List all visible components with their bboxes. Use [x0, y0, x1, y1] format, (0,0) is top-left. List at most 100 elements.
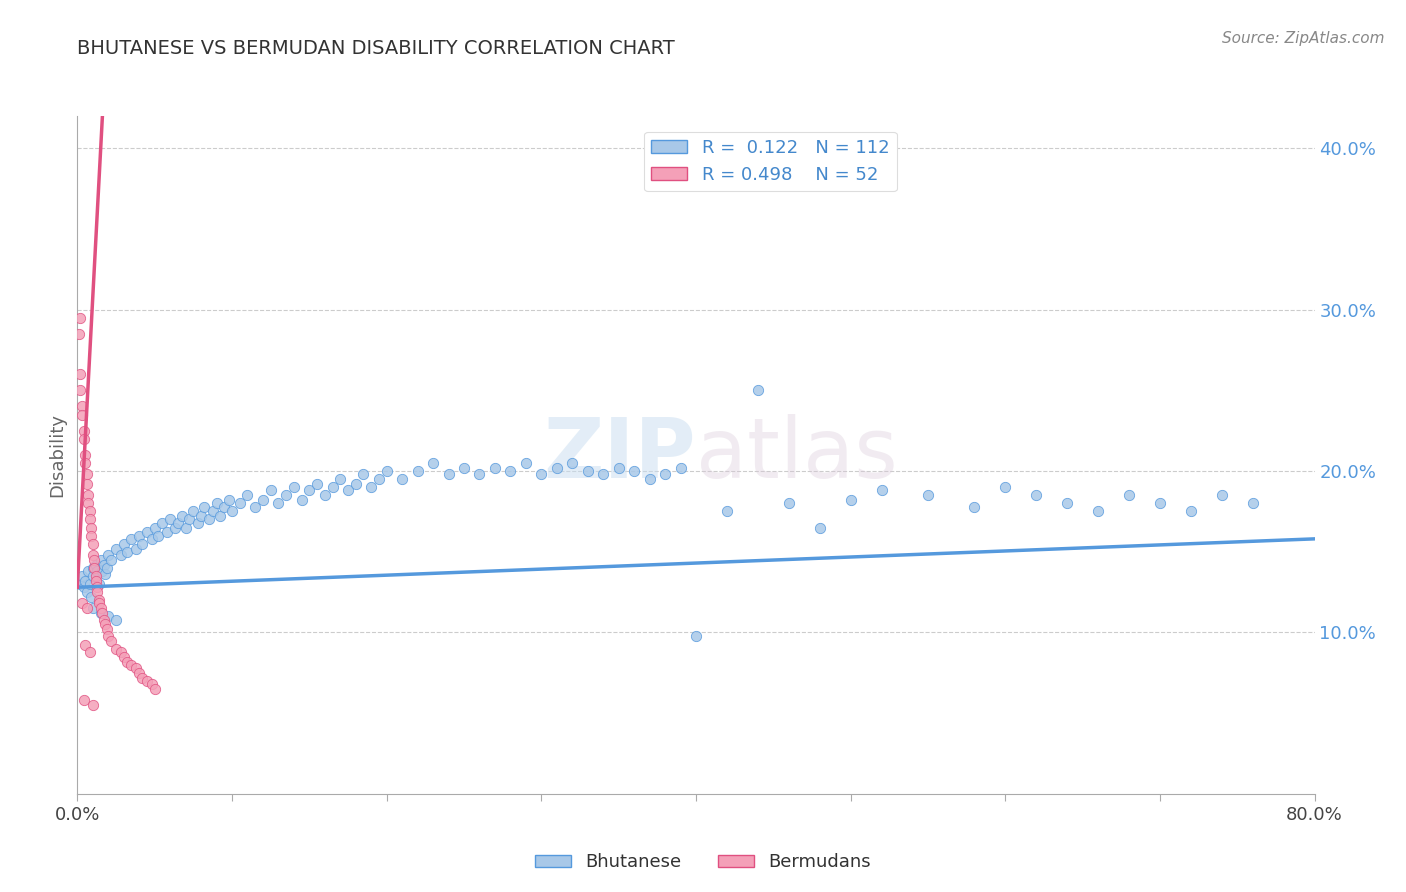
Point [156, 525, 179, 540]
Point [93, 558, 115, 572]
Point [84, 574, 107, 588]
Point [917, 488, 939, 502]
Point [236, 488, 259, 502]
Point [360, 480, 382, 494]
Point [121, 532, 143, 546]
Point [80, 528, 103, 542]
Point [229, 496, 252, 510]
Point [70, 408, 93, 422]
Point [76, 477, 98, 491]
Point [112, 537, 135, 551]
Point [79, 645, 101, 659]
Point [110, 645, 132, 659]
Point [267, 496, 290, 510]
Point [84, 569, 107, 583]
Point [177, 512, 200, 526]
Text: atlas: atlas [696, 415, 897, 495]
Point [322, 480, 344, 494]
Point [90, 601, 112, 615]
Point [1025, 488, 1047, 502]
Point [76, 467, 98, 482]
Point [125, 541, 148, 556]
Point [70, 569, 93, 583]
Point [344, 477, 367, 491]
Point [82, 548, 104, 562]
Point [70, 400, 93, 414]
Point [515, 456, 537, 470]
Point [172, 509, 194, 524]
Point [623, 464, 645, 478]
Point [79, 504, 101, 518]
Point [218, 493, 240, 508]
Point [298, 483, 321, 498]
Point [152, 516, 174, 530]
Point [72, 580, 94, 594]
Text: BHUTANESE VS BERMUDAN DISABILITY CORRELATION CHART: BHUTANESE VS BERMUDAN DISABILITY CORRELA… [77, 39, 675, 58]
Point [97, 609, 120, 624]
Point [79, 512, 101, 526]
Legend: R =  0.122   N = 112, R = 0.498    N = 52: R = 0.122 N = 112, R = 0.498 N = 52 [644, 132, 897, 191]
Point [80, 520, 103, 534]
Point [112, 649, 135, 664]
Point [141, 532, 163, 546]
Point [82, 698, 104, 712]
Point [607, 460, 630, 475]
Point [453, 460, 475, 475]
Point [391, 472, 413, 486]
Point [96, 622, 118, 636]
Point [716, 504, 738, 518]
Point [75, 448, 96, 462]
Point [1087, 504, 1109, 518]
Point [260, 483, 283, 498]
Point [72, 424, 94, 438]
Point [499, 464, 522, 478]
Point [115, 545, 138, 559]
Point [84, 558, 107, 572]
Point [245, 500, 267, 514]
Point [70, 596, 93, 610]
Point [205, 496, 228, 510]
Point [159, 512, 181, 526]
Point [291, 493, 314, 508]
Point [77, 496, 100, 510]
Point [1056, 496, 1078, 510]
Point [143, 520, 166, 534]
Point [221, 504, 243, 518]
Point [86, 585, 108, 599]
Point [1149, 496, 1171, 510]
Point [190, 509, 212, 524]
Point [83, 553, 105, 567]
Point [72, 693, 94, 707]
Point [1211, 488, 1233, 502]
Point [93, 613, 115, 627]
Point [1118, 488, 1140, 502]
Point [994, 480, 1017, 494]
Point [546, 460, 568, 475]
Point [105, 541, 128, 556]
Text: Source: ZipAtlas.com: Source: ZipAtlas.com [1222, 31, 1385, 46]
Point [368, 472, 391, 486]
Point [1180, 504, 1202, 518]
Point [96, 561, 118, 575]
Point [131, 537, 153, 551]
Y-axis label: Disability: Disability [48, 413, 66, 497]
Point [778, 496, 800, 510]
Point [110, 548, 132, 562]
Point [1241, 496, 1264, 510]
Point [592, 467, 614, 482]
Point [79, 577, 101, 591]
Point [183, 504, 205, 518]
Point [94, 617, 117, 632]
Point [187, 516, 209, 530]
Point [75, 456, 96, 470]
Point [128, 665, 150, 680]
Point [136, 525, 159, 540]
Point [75, 574, 96, 588]
Point [839, 493, 862, 508]
Point [406, 464, 429, 478]
Point [576, 464, 599, 478]
Point [252, 493, 274, 508]
Point [90, 606, 112, 620]
Point [747, 384, 769, 398]
Legend: Bhutanese, Bermudans: Bhutanese, Bermudans [527, 847, 879, 879]
